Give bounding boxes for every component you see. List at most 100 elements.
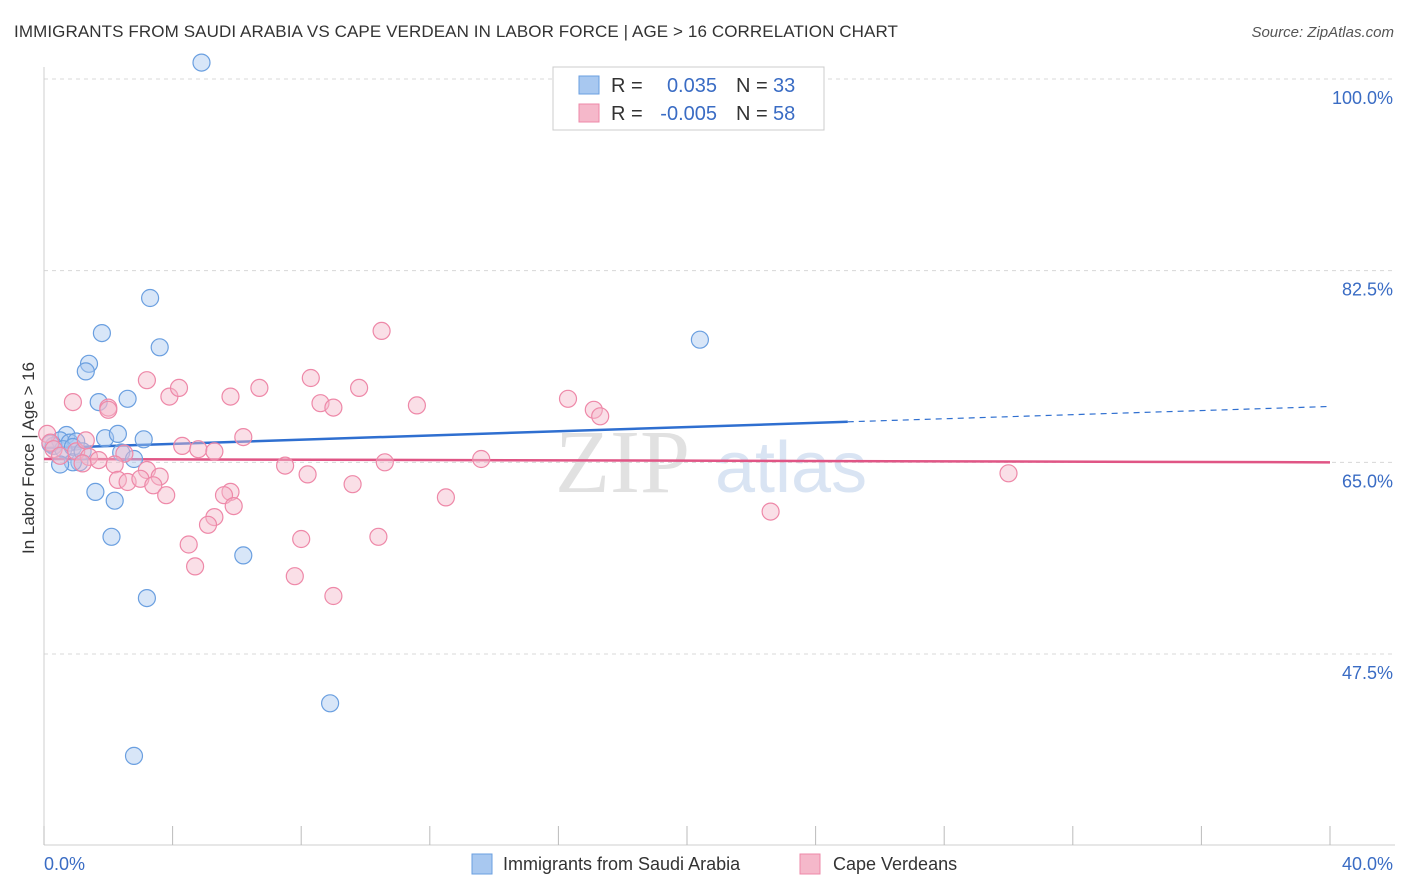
x-tick-label: 0.0% <box>44 854 85 874</box>
cape-verdean-point <box>999 464 1018 483</box>
saudi-point <box>137 588 156 608</box>
y-axis-title: In Labor Force | Age > 16 <box>19 362 38 554</box>
y-tick-label: 100.0% <box>1332 88 1393 108</box>
cape-verdean-point <box>292 529 311 549</box>
cape-verdean-point <box>186 557 205 576</box>
cape-verdean-point <box>189 440 208 459</box>
cape-verdean-point <box>144 476 163 495</box>
cape-verdean-point <box>105 455 124 474</box>
cape-verdean-point <box>44 440 63 459</box>
cape-verdean-point <box>205 442 224 461</box>
cape-verdean-trend-line <box>43 457 1331 464</box>
stats-swatch-cape <box>578 103 600 123</box>
saudi-point <box>141 288 160 308</box>
saudi-point <box>321 694 340 713</box>
saudi-point <box>124 449 144 469</box>
cape-verdean-point <box>73 454 92 473</box>
cape-verdean-point <box>276 456 295 475</box>
cape-verdean-point <box>407 396 426 415</box>
cape-verdean-point <box>298 465 317 484</box>
cape-verdean-point <box>179 535 198 554</box>
stats-r-value: -0.005 <box>660 103 717 125</box>
watermark-atlas: atlas <box>715 428 867 508</box>
cape-verdean-point <box>472 449 491 469</box>
cape-verdean-point <box>350 378 369 397</box>
cape-verdean-point <box>436 488 455 507</box>
grid-lines <box>44 78 1395 655</box>
legend-label-cape: Cape Verdeans <box>833 854 957 874</box>
saudi-point <box>102 527 121 546</box>
legend-label-saudi: Immigrants from Saudi Arabia <box>503 854 741 874</box>
cape-verdean-point <box>591 407 610 426</box>
axes <box>43 67 1395 846</box>
cape-verdean-point <box>173 436 192 455</box>
cape-verdean-point <box>157 486 176 505</box>
saudi-point <box>89 393 108 412</box>
saudi-point <box>690 330 710 349</box>
x-tick-label: 40.0% <box>1342 854 1393 874</box>
legend: Immigrants from Saudi Arabia Cape Verdea… <box>471 853 957 875</box>
stats-row-saudi: R = 0.035 N = 33 <box>578 75 795 97</box>
stats-n-value: 33 <box>773 75 795 97</box>
cape-verdean-point <box>63 393 83 412</box>
cape-verdean-point <box>558 389 578 408</box>
stats-r-label: R = <box>611 103 643 125</box>
stats-n-label: N = <box>736 75 768 97</box>
y-tick-label: 65.0% <box>1342 471 1393 491</box>
saudi-point <box>108 424 128 443</box>
legend-swatch-cape <box>799 853 821 875</box>
source-label: Source: ZipAtlas.com <box>1251 24 1394 41</box>
tick-labels: 100.0% 82.5% 65.0% 47.5% 0.0% 40.0% <box>44 88 1393 874</box>
saudi-point <box>86 482 105 501</box>
legend-swatch-saudi <box>471 853 493 875</box>
stats-r-value: 0.035 <box>667 75 717 97</box>
saudi-point <box>118 389 137 408</box>
saudi-trend-line <box>43 420 848 450</box>
cape-verdean-point <box>198 515 218 534</box>
cape-verdean-point <box>169 378 189 397</box>
saudi-trend-extension <box>847 405 1331 423</box>
saudi-point <box>92 324 112 343</box>
chart-title: IMMIGRANTS FROM SAUDI ARABIA VS CAPE VER… <box>14 22 899 41</box>
stats-n-value: 58 <box>773 103 795 125</box>
trend-lines <box>43 405 1331 464</box>
saudi-point <box>76 362 95 381</box>
stats-r-label: R = <box>611 75 643 97</box>
stats-row-cape: R = -0.005 N = 58 <box>578 103 795 125</box>
y-tick-label: 82.5% <box>1342 280 1393 300</box>
cape-verdean-point <box>372 321 391 340</box>
saudi-point <box>150 338 169 357</box>
cape-verdean-point <box>324 586 343 606</box>
cape-verdean-point <box>324 398 343 417</box>
cape-verdean-point <box>50 446 70 465</box>
cape-verdean-point <box>234 428 253 447</box>
cape-verdean-point <box>301 368 320 388</box>
saudi-point <box>192 53 211 72</box>
cape-verdean-point <box>250 378 269 397</box>
data-points <box>38 53 1018 766</box>
cape-verdean-point <box>761 502 780 521</box>
stats-swatch-saudi <box>578 75 600 95</box>
cape-verdean-point <box>76 431 95 450</box>
cape-verdean-point <box>369 527 388 546</box>
cape-verdean-point <box>89 451 108 470</box>
cape-verdean-point <box>79 447 99 466</box>
legend-item-cape[interactable]: Cape Verdeans <box>799 853 957 875</box>
stats-box: R = 0.035 N = 33 R = -0.005 N = 58 <box>552 66 825 131</box>
cape-verdean-point <box>137 371 156 390</box>
saudi-point <box>105 491 124 510</box>
cape-verdean-point <box>584 400 603 419</box>
cape-verdean-point <box>224 497 243 516</box>
cape-verdean-point <box>343 475 362 494</box>
cape-verdean-point <box>221 387 240 406</box>
y-tick-label: 47.5% <box>1342 663 1393 683</box>
stats-n-label: N = <box>736 103 768 125</box>
legend-item-saudi[interactable]: Immigrants from Saudi Arabia <box>471 853 741 875</box>
saudi-point <box>124 746 144 766</box>
cape-verdean-point <box>285 567 304 586</box>
cape-verdean-point <box>375 453 394 472</box>
saudi-point <box>134 430 153 449</box>
saudi-point <box>234 546 253 565</box>
cape-verdean-point <box>99 400 118 419</box>
